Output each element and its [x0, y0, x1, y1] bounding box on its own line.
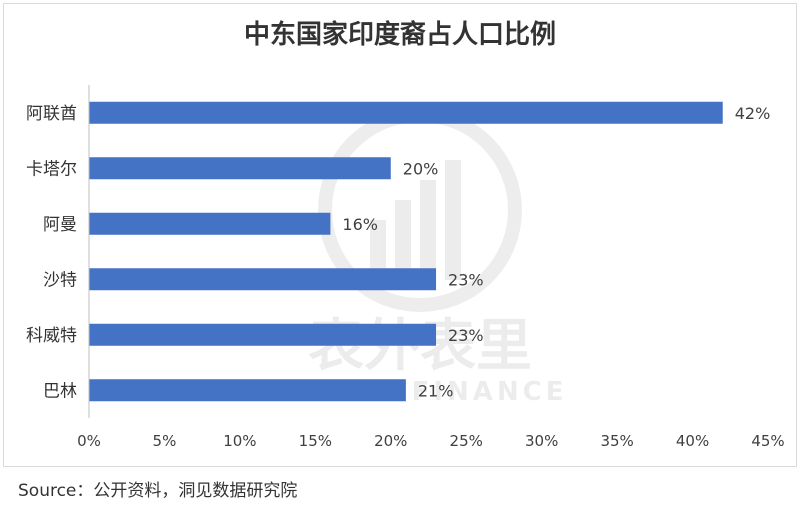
data-label: 23%	[448, 326, 484, 345]
chart-title: 中东国家印度裔占人口比例	[243, 20, 556, 50]
chart-frame	[3, 3, 797, 467]
category-label: 沙特	[43, 270, 77, 290]
category-label: 卡塔尔	[26, 159, 77, 179]
bar-4	[89, 268, 437, 291]
data-label: 21%	[418, 381, 454, 400]
data-label: 20%	[403, 159, 439, 178]
data-label: 16%	[342, 215, 378, 234]
data-label: 42%	[735, 104, 771, 123]
x-tick-label: 20%	[374, 432, 407, 450]
data-label: 23%	[448, 270, 484, 289]
category-label: 巴林	[43, 381, 77, 401]
bar-3	[89, 212, 331, 235]
bar-2	[89, 157, 391, 180]
x-tick-label: 45%	[751, 432, 784, 450]
x-tick-label: 5%	[153, 432, 177, 450]
x-tick-label: 30%	[525, 432, 558, 450]
bar-6	[89, 379, 406, 402]
bar-5	[89, 323, 437, 346]
category-label: 阿曼	[43, 215, 77, 235]
bar-1	[89, 101, 723, 124]
x-tick-label: 35%	[600, 432, 633, 450]
x-tick-label: 10%	[223, 432, 256, 450]
x-tick-label: 0%	[77, 432, 101, 450]
source-note: Source：公开资料，洞见数据研究院	[18, 481, 298, 501]
category-label: 科威特	[26, 326, 77, 346]
x-tick-label: 25%	[450, 432, 483, 450]
x-tick-label: 15%	[299, 432, 332, 450]
category-label: 阿联酋	[26, 104, 77, 124]
x-tick-label: 40%	[676, 432, 709, 450]
